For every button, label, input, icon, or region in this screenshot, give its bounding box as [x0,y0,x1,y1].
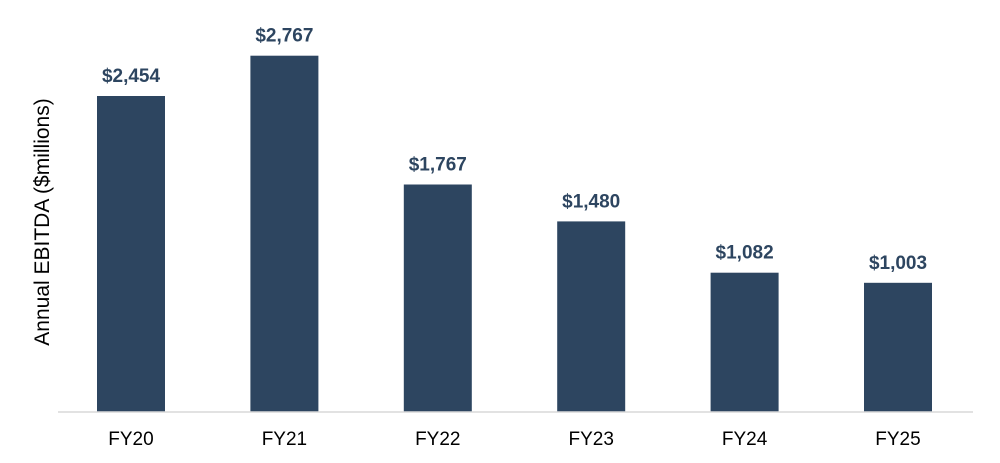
category-label-fy21: FY21 [262,429,307,450]
value-label-fy23: $1,480 [562,191,620,212]
category-label-fy22: FY22 [415,429,460,450]
bar-fy22 [403,184,472,412]
category-label-fy25: FY25 [875,429,920,450]
value-labels-group: $2,454 $2,767 $1,767 $1,480 $1,082 $1,003 [102,26,927,274]
bars-group [97,55,932,412]
category-label-fy23: FY23 [568,429,613,450]
y-axis-label: Annual EBITDA ($millions) [31,98,54,345]
value-label-fy25: $1,003 [869,253,927,274]
bar-fy25 [864,282,932,412]
bar-fy24 [710,272,779,412]
bar-fy23 [557,221,626,412]
bar-fy20 [97,96,165,412]
bar-fy21 [250,55,319,412]
category-label-fy24: FY24 [722,429,768,450]
value-label-fy24: $1,082 [716,243,774,264]
value-label-fy20: $2,454 [102,66,161,87]
value-label-fy22: $1,767 [409,155,467,176]
category-labels-group: FY20 FY21 FY22 FY23 FY24 FY25 [108,429,920,450]
value-label-fy21: $2,767 [255,26,313,47]
category-label-fy20: FY20 [108,429,153,450]
